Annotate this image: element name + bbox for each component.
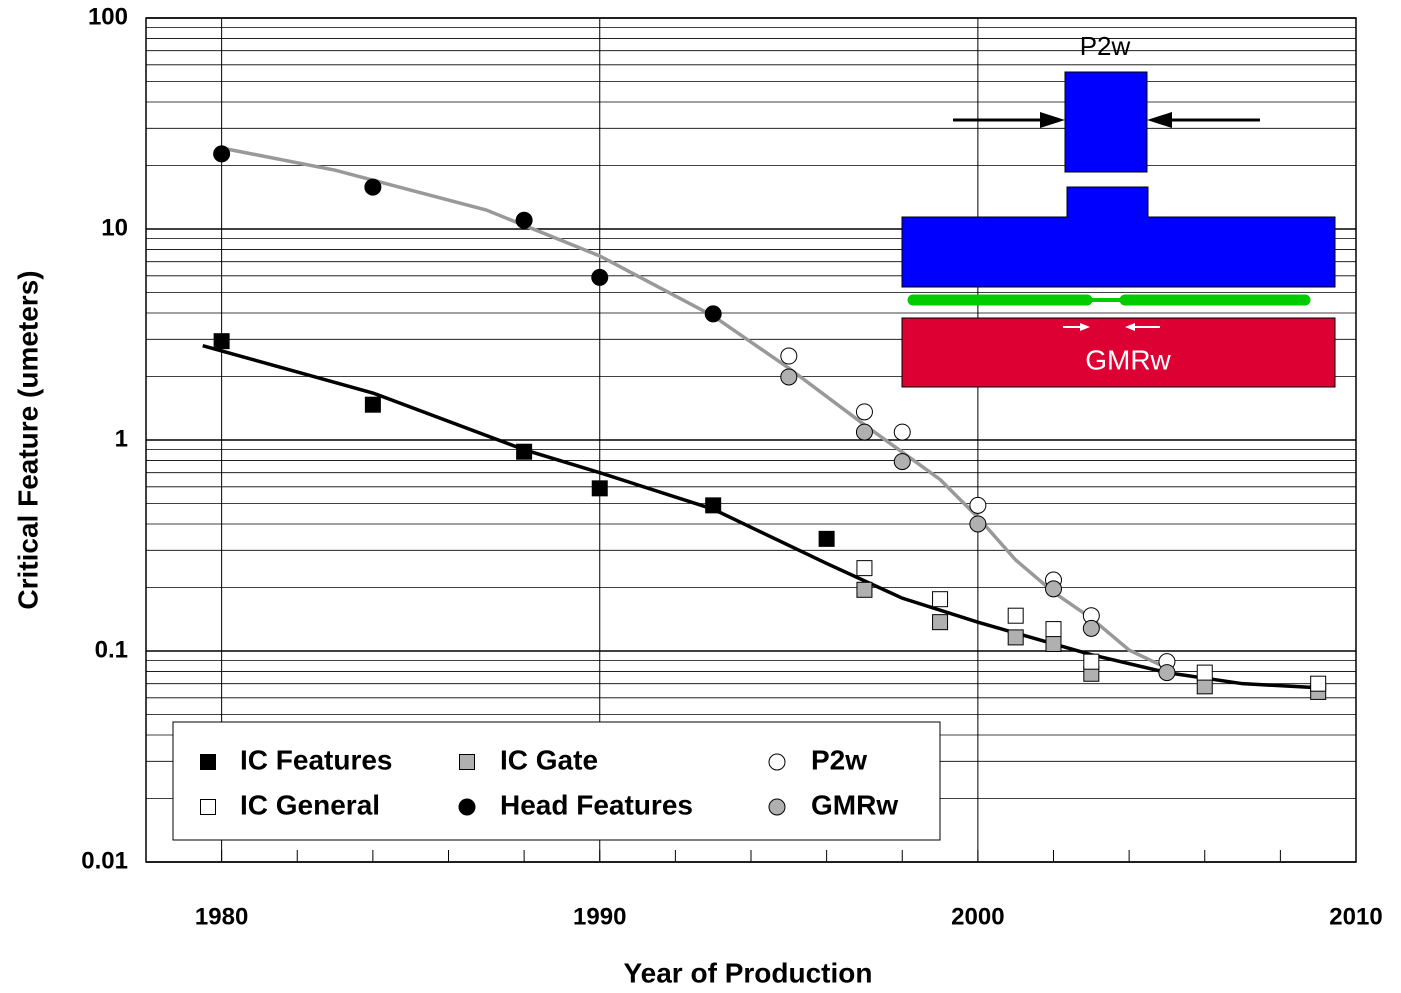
pole-tip (1065, 72, 1147, 172)
marker (214, 334, 229, 349)
x-tick-label: 2000 (951, 903, 1004, 930)
legend-label: IC Features (240, 744, 393, 775)
x-tick-label: 2010 (1329, 903, 1382, 930)
legend-label: Head Features (500, 789, 693, 820)
marker (769, 799, 785, 815)
marker (1046, 581, 1062, 597)
marker (1311, 676, 1326, 691)
marker (769, 754, 785, 770)
marker (459, 799, 475, 815)
marker (592, 269, 608, 285)
plot-layer: 0.01 0.1 1 10 100 1980 1990 2000 2010 IC Features… (81, 3, 1382, 930)
legend-box (173, 722, 940, 840)
marker (516, 212, 532, 228)
marker (592, 481, 607, 496)
marker (214, 146, 230, 162)
marker (1159, 665, 1175, 681)
marker (970, 497, 986, 513)
marker (856, 424, 872, 440)
legend-label: IC General (240, 789, 380, 820)
marker (857, 561, 872, 576)
y-tick-label: 100 (88, 3, 128, 30)
y-axis-title: Critical Feature (umeters) (12, 270, 43, 609)
marker (819, 531, 834, 546)
marker (365, 397, 380, 412)
legend-label: P2w (811, 744, 867, 775)
marker (970, 516, 986, 532)
marker (1083, 620, 1099, 636)
marker (705, 306, 721, 322)
marker (1084, 654, 1099, 669)
marker (1197, 679, 1212, 694)
marker (894, 454, 910, 470)
y-tick-label: 10 (101, 214, 128, 241)
marker (1008, 608, 1023, 623)
marker (781, 369, 797, 385)
annotation: P2w (1080, 31, 1131, 61)
marker (460, 755, 475, 770)
legend-label: IC Gate (500, 744, 598, 775)
marker (1008, 630, 1023, 645)
x-tick-label: 1990 (573, 903, 626, 930)
arrow-head (1147, 112, 1172, 128)
marker (781, 348, 797, 364)
marker (706, 498, 721, 513)
marker (1197, 665, 1212, 680)
chart: 0.01 0.1 1 10 100 1980 1990 2000 2010 IC Features… (0, 0, 1401, 993)
x-tick-label: 1980 (195, 903, 248, 930)
annotation: GMRw (1085, 344, 1171, 375)
y-tick-label: 1 (115, 425, 128, 452)
marker (856, 404, 872, 420)
marker (1046, 636, 1061, 651)
inset-diagram: P2w GMRw (902, 31, 1335, 387)
arrow-head (1040, 112, 1065, 128)
marker (1046, 622, 1061, 637)
y-tick-label: 0.01 (81, 847, 128, 874)
marker (933, 592, 948, 607)
marker (894, 424, 910, 440)
marker (201, 800, 216, 815)
marker (933, 615, 948, 630)
legend-label: GMRw (811, 789, 898, 820)
shield (902, 187, 1335, 287)
marker (365, 179, 381, 195)
marker (857, 582, 872, 597)
y-tick-label: 0.1 (95, 636, 128, 663)
x-axis-title: Year of Production (624, 957, 873, 988)
marker (201, 755, 216, 770)
marker (517, 444, 532, 459)
